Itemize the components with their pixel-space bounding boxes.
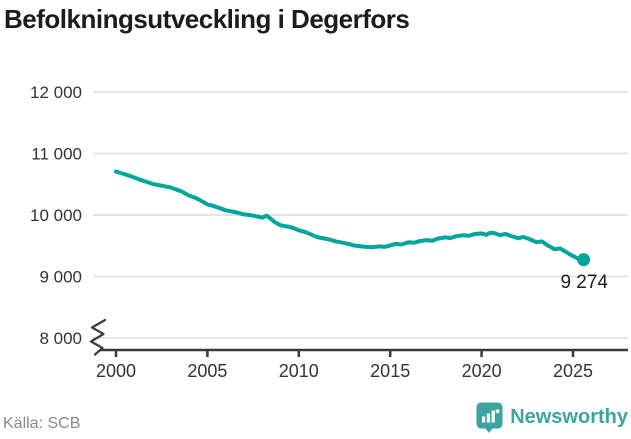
newsworthy-bubble-bars-icon (476, 402, 503, 433)
source-label: Källa: SCB (3, 415, 81, 433)
y-axis-break-icon (89, 318, 107, 356)
chart-footer: Källa: SCB Newsworthy (0, 401, 631, 435)
x-axis-tick-label: 2020 (462, 361, 502, 381)
y-axis-tick-label: 8 000 (39, 329, 82, 348)
y-axis-tick-label: 9 000 (39, 268, 82, 287)
chart-title: Befolkningsutveckling i Degerfors (4, 4, 410, 34)
x-axis-tick-label: 2000 (96, 361, 136, 381)
y-axis-tick-label: 12 000 (30, 83, 82, 102)
y-axis-tick-label: 11 000 (31, 145, 82, 164)
newsworthy-brand-name: Newsworthy (510, 406, 628, 428)
population-series-line (114, 169, 586, 263)
y-axis-tick-label: 10 000 (30, 206, 82, 225)
x-axis-tick-label: 2015 (370, 361, 410, 381)
latest-value-label: 9 274 (560, 272, 608, 293)
x-axis-tick-label: 2025 (553, 361, 593, 381)
x-axis-tick-label: 2005 (187, 361, 227, 381)
latest-value-dot (577, 253, 591, 267)
x-axis-tick-label: 2010 (279, 361, 319, 381)
newsworthy-brand-link[interactable]: Newsworthy (476, 402, 628, 433)
